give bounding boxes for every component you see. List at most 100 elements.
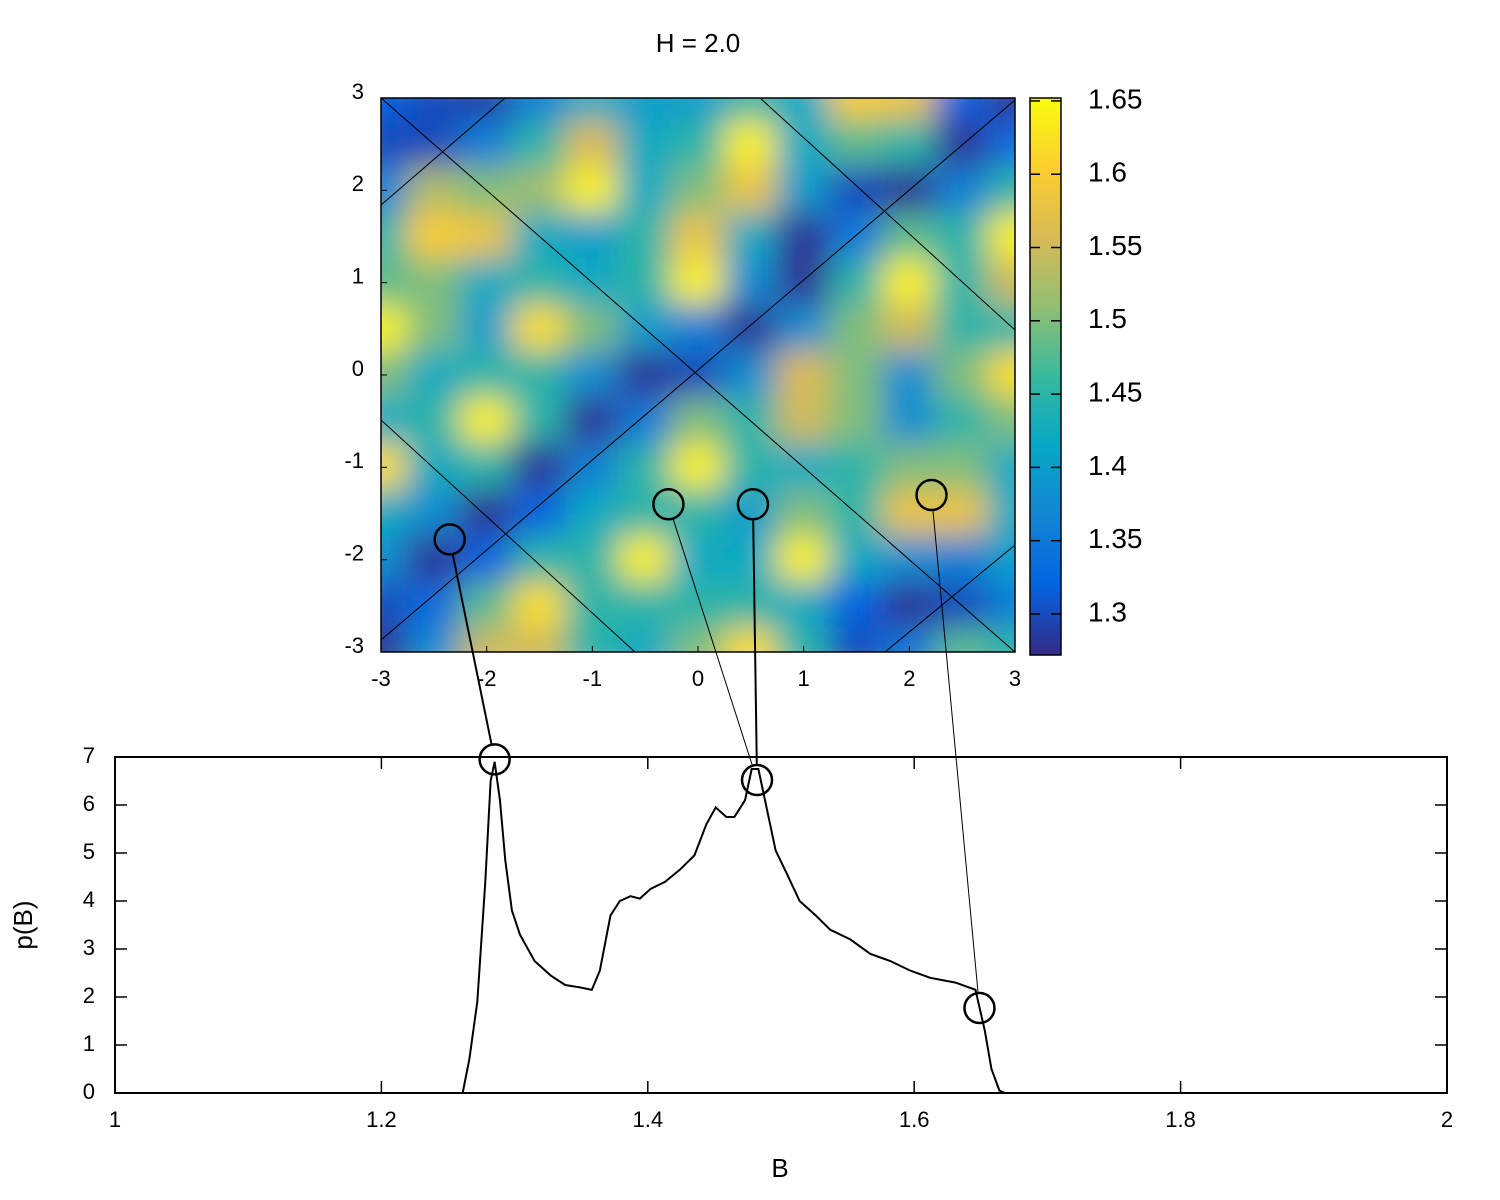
heatmap-cell bbox=[881, 120, 937, 169]
heatmap-cell bbox=[987, 212, 1015, 261]
heatmap-cell bbox=[459, 212, 515, 261]
data-line bbox=[115, 761, 1447, 1094]
heatmap-cell bbox=[670, 120, 726, 169]
heatmap-cell bbox=[934, 489, 990, 538]
x-tick-label: 2 bbox=[1441, 1107, 1453, 1132]
heatmap-cell bbox=[406, 98, 462, 123]
x-tick-label: 2 bbox=[903, 666, 915, 691]
heatmap-cell bbox=[381, 304, 409, 353]
heatmap-cell bbox=[776, 258, 832, 307]
heatmap-cell bbox=[987, 535, 1015, 584]
heatmap-cells bbox=[381, 98, 1015, 652]
heatmap-cell bbox=[617, 350, 673, 400]
heatmap-cell bbox=[723, 304, 779, 353]
marker bbox=[433, 523, 466, 556]
lattice-lines bbox=[381, 98, 1015, 652]
lattice-line bbox=[381, 98, 1015, 652]
heatmap-cell bbox=[381, 627, 409, 652]
marker bbox=[963, 991, 996, 1025]
connector bbox=[672, 518, 753, 766]
heatmap-area bbox=[381, 98, 1015, 652]
connector bbox=[451, 553, 493, 745]
heatmap-cell bbox=[670, 98, 726, 123]
colorbar-label: 1.6 bbox=[1088, 157, 1127, 188]
x-tick-label: -1 bbox=[583, 666, 603, 691]
heatmap-cell bbox=[987, 166, 1015, 215]
heatmap-cell bbox=[406, 535, 462, 584]
heatmap-cell bbox=[512, 443, 567, 492]
x-tick-label: 3 bbox=[1009, 666, 1021, 691]
heatmap-cell bbox=[934, 350, 990, 400]
heatmap-cell bbox=[987, 304, 1015, 353]
x-tick-label: -2 bbox=[477, 666, 497, 691]
heatmap-cell bbox=[723, 489, 779, 538]
heatmap-cell bbox=[723, 212, 779, 261]
marker bbox=[740, 763, 774, 797]
heatmap-cell bbox=[564, 166, 620, 215]
heatmap-cell bbox=[881, 489, 937, 538]
heatmap-cell bbox=[723, 350, 779, 400]
x-tick-label: 1.6 bbox=[899, 1107, 930, 1132]
heatmap-cell bbox=[406, 397, 462, 446]
colorbar bbox=[1029, 97, 1062, 656]
heatmap-cell bbox=[934, 443, 990, 492]
heatmap-cell bbox=[512, 489, 567, 538]
heatmap-cell bbox=[406, 581, 462, 630]
y-tick-label: 3 bbox=[352, 79, 364, 104]
heatmap-cell bbox=[381, 397, 409, 446]
colorbar-label: 1.35 bbox=[1088, 523, 1143, 554]
connector bbox=[932, 509, 979, 994]
marker bbox=[478, 743, 511, 776]
y-tick-label: 0 bbox=[83, 1079, 95, 1104]
colorbar-label: 1.55 bbox=[1088, 230, 1143, 261]
heatmap-cell bbox=[406, 212, 462, 261]
heatmap-cell bbox=[987, 258, 1015, 307]
y-tick-label: 1 bbox=[352, 263, 364, 288]
connector bbox=[752, 519, 758, 766]
heatmap-cell bbox=[776, 535, 832, 584]
heatmap-cell bbox=[381, 581, 409, 630]
heatmap-cell bbox=[987, 489, 1015, 538]
x-tick-label: 1 bbox=[109, 1107, 121, 1132]
heatmap-cell bbox=[512, 304, 567, 353]
heatmap-cell bbox=[564, 98, 620, 123]
heatmap-cell bbox=[776, 98, 832, 123]
heatmap-cell bbox=[459, 120, 515, 169]
heatmap-cell bbox=[776, 397, 832, 446]
lattice-line bbox=[381, 99, 1015, 641]
heatmap-cell bbox=[723, 627, 779, 652]
heatmap-cell bbox=[459, 98, 515, 123]
heatmap-cell bbox=[829, 397, 884, 446]
heatmap-cell bbox=[617, 98, 673, 123]
heatmap-cell bbox=[829, 166, 884, 215]
heatmap-cell bbox=[617, 258, 673, 307]
heatmap-cell bbox=[512, 350, 567, 400]
heatmap-cell bbox=[829, 627, 884, 652]
y-tick-label: 2 bbox=[83, 983, 95, 1008]
heatmap-cell bbox=[512, 581, 567, 630]
heatmap-cell bbox=[776, 120, 832, 169]
heatmap-cell bbox=[934, 98, 990, 123]
colorbar-label: 1.65 bbox=[1088, 83, 1143, 114]
heatmap-cell bbox=[987, 443, 1015, 492]
heatmap-cell bbox=[459, 304, 515, 353]
heatmap-cell bbox=[564, 350, 620, 400]
heatmap-cell bbox=[881, 98, 937, 123]
y-tick-label: 3 bbox=[83, 935, 95, 960]
heatmap-cell bbox=[459, 397, 515, 446]
heatmap-cell bbox=[617, 397, 673, 446]
heatmap-cell bbox=[381, 212, 409, 261]
lattice-line bbox=[381, 419, 636, 652]
heatmap-cell bbox=[723, 443, 779, 492]
heatmap-cell bbox=[459, 350, 515, 400]
heatmap-cell bbox=[512, 535, 567, 584]
heatmap-cell bbox=[617, 212, 673, 261]
heatmap-cell bbox=[934, 212, 990, 261]
heatmap-cell bbox=[617, 627, 673, 652]
colorbar-label: 1.5 bbox=[1088, 303, 1127, 334]
lattice-line bbox=[884, 544, 1015, 652]
heatmap-cell bbox=[459, 535, 515, 584]
y-tick-label: 2 bbox=[352, 171, 364, 196]
